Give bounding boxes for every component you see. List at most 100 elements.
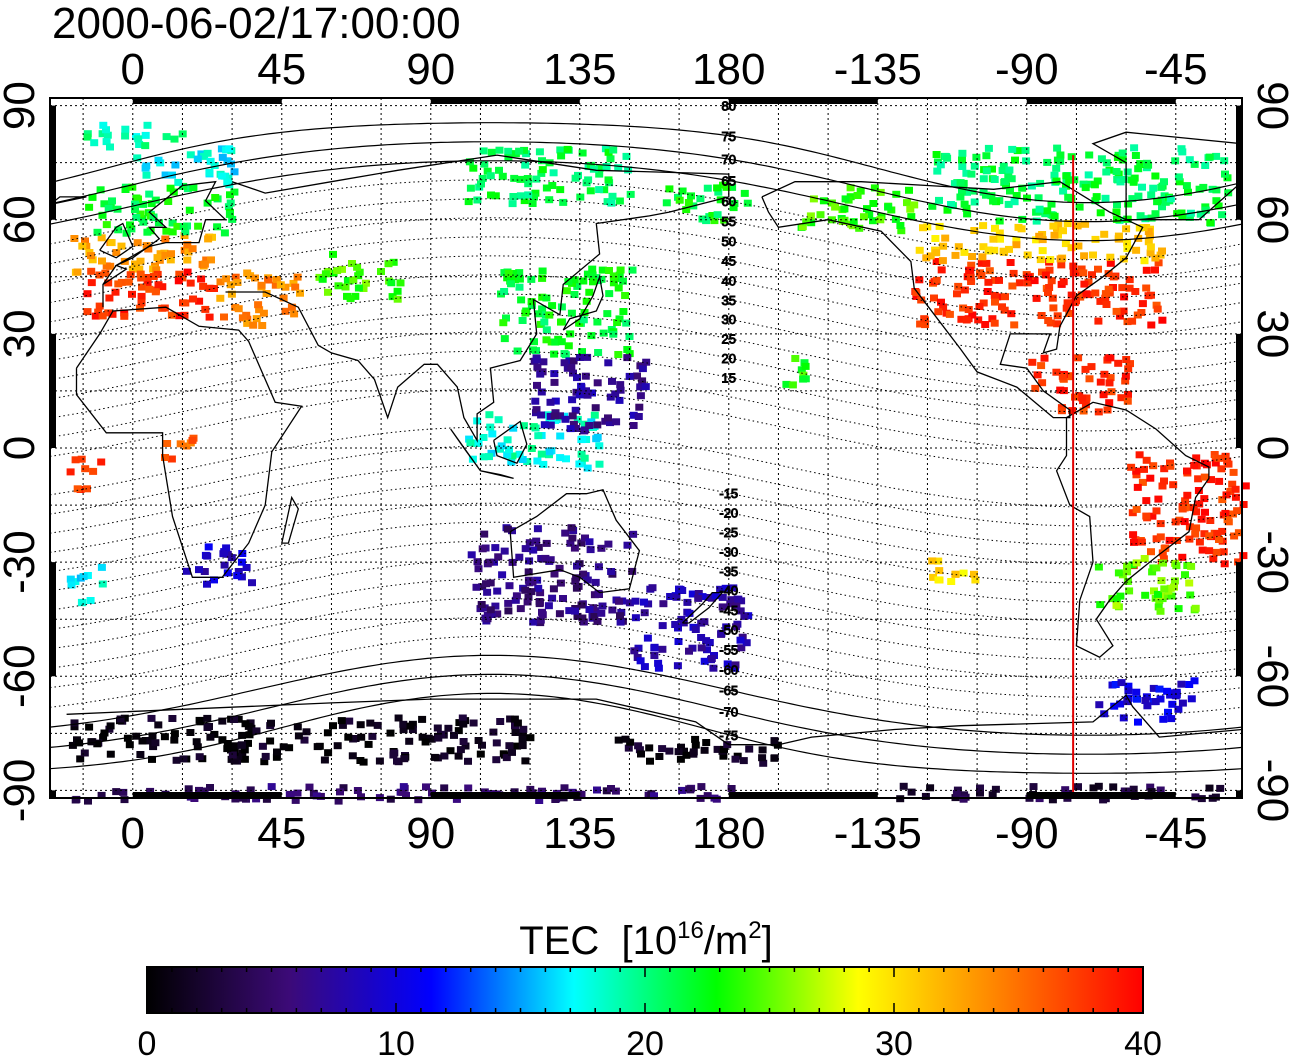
magnetic-latitude-contour [49, 331, 1243, 413]
tec-cell [1124, 687, 1133, 695]
tec-cell [418, 715, 427, 723]
tec-cell [1119, 714, 1128, 722]
tec-cell [602, 163, 611, 170]
tec-cell [508, 200, 517, 208]
tec-cell [585, 538, 594, 546]
tec-cell [1071, 393, 1079, 401]
tec-cell [1109, 783, 1118, 791]
tec-cell [160, 304, 169, 312]
tec-cell [800, 359, 809, 367]
tec-cell [479, 453, 488, 461]
tec-cell [1112, 168, 1121, 175]
tec-cell [203, 580, 211, 588]
tec-cell [899, 782, 908, 790]
tec-cell [532, 175, 541, 183]
tec-cell [1222, 491, 1231, 499]
tec-cell [1057, 407, 1066, 415]
tec-cell [290, 310, 299, 318]
tec-cell [979, 175, 988, 183]
tec-cell [377, 268, 385, 275]
tec-cell [569, 420, 578, 428]
tec-cell [604, 540, 613, 548]
tec-cell [272, 276, 281, 283]
tec-cell [205, 168, 214, 176]
tec-cell [84, 797, 92, 805]
tec-cell [480, 788, 489, 796]
tec-cell [727, 596, 736, 604]
tec-cell [674, 748, 683, 756]
tec-cell [195, 297, 204, 305]
tec-cell [588, 271, 597, 279]
tec-cell [511, 596, 520, 604]
tec-cell [626, 738, 635, 746]
tec-cell [697, 644, 706, 652]
tec-cell [179, 182, 188, 190]
tec-cell [318, 275, 327, 283]
tec-cell [131, 260, 139, 268]
tec-cell [156, 250, 165, 258]
tec-cell [175, 270, 184, 278]
tec-cell [186, 729, 195, 736]
magnetic-latitude-contour [49, 198, 1243, 280]
tec-cell [703, 184, 712, 192]
tec-cell [999, 162, 1008, 170]
tec-cell [149, 273, 158, 280]
tec-cell [860, 213, 868, 221]
lat-tick-label-left: 30 [0, 309, 44, 358]
tec-cell [1151, 266, 1159, 274]
tec-cell [1021, 146, 1030, 154]
tec-cell [406, 722, 415, 730]
tec-cell [1158, 203, 1166, 211]
timestamp-label: 2000-06-02/17:00:00 [52, 0, 461, 48]
lat-tick-label-right: 0 [1248, 436, 1292, 460]
tec-cell [739, 757, 748, 765]
coastline [225, 154, 730, 443]
tec-cell [856, 187, 865, 195]
tec-cell [1185, 213, 1194, 221]
tec-cell [353, 787, 362, 794]
tec-cell [730, 200, 739, 207]
tec-cell [291, 283, 300, 291]
tec-cell [990, 246, 999, 254]
tec-cell [474, 737, 483, 744]
tec-cell [486, 606, 495, 614]
tec-cell [1073, 222, 1082, 230]
tec-cell [1063, 220, 1072, 228]
tec-cell [490, 558, 498, 566]
tec-cell [186, 279, 195, 287]
tec-cell [537, 450, 546, 458]
tec-cell [906, 205, 915, 213]
tec-cell [1206, 219, 1215, 227]
tec-cell [1064, 193, 1073, 201]
tec-cell [569, 369, 577, 377]
coastline [493, 420, 528, 465]
tec-cell [740, 189, 749, 197]
tec-cell [1091, 235, 1100, 243]
lat-tick-label-left: 90 [0, 81, 44, 130]
tec-cell [1031, 384, 1040, 392]
tec-cell [237, 573, 246, 581]
tec-cell [1081, 184, 1090, 192]
tec-cell [502, 314, 510, 322]
tec-cell [1195, 500, 1204, 508]
tec-cell [1104, 285, 1113, 293]
tec-cell [184, 785, 193, 793]
tec-cell [1040, 354, 1049, 362]
tec-cell [542, 326, 551, 334]
tec-cell [579, 277, 588, 285]
tec-cell [575, 354, 584, 361]
lon-tick-label-bottom: 90 [406, 809, 455, 858]
tec-cell [884, 203, 893, 211]
tec-cell [333, 267, 342, 275]
tec-cell [388, 293, 397, 301]
tec-cell [1038, 247, 1047, 255]
tec-cell [582, 297, 591, 305]
tec-cell [464, 784, 473, 792]
tec-cell [1053, 144, 1062, 152]
tec-cell [1135, 451, 1144, 459]
tec-cell [161, 454, 169, 461]
magnetic-latitude-contour [49, 122, 1243, 204]
tec-cell [1124, 390, 1132, 398]
tec-cell [1067, 153, 1076, 161]
tec-cell [102, 126, 110, 134]
